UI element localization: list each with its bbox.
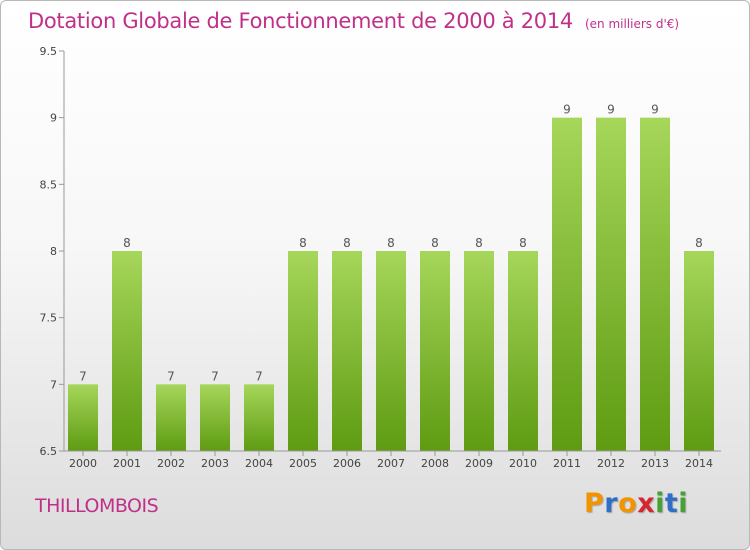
y-tick-label: 7.5 [40,312,58,325]
data-label: 7 [79,369,87,383]
logo-letter: t [664,488,679,519]
x-tick-label: 2003 [201,457,229,470]
bar [376,251,406,451]
y-tick-label: 6.5 [40,445,58,458]
x-tick-label: 2004 [245,457,273,470]
x-tick-label: 2014 [685,457,713,470]
y-tick-label: 9 [50,112,57,125]
bar [464,251,494,451]
logo-letter: i [678,488,689,519]
data-label: 8 [299,236,307,250]
bar [640,117,670,452]
bar [552,117,582,452]
data-label: 8 [123,236,131,250]
y-tick-label: 9.5 [40,45,58,58]
logo-letter: o [618,488,638,519]
data-label: 8 [475,236,483,250]
x-tick-label: 2001 [113,457,141,470]
bar [156,384,186,451]
data-label: 7 [255,369,263,383]
x-tick-label: 2008 [421,457,449,470]
bar [112,251,142,451]
data-label: 7 [167,369,175,383]
bars [68,117,714,452]
bar [200,384,230,451]
bar [244,384,274,451]
x-tick-label: 2000 [69,457,97,470]
commune-name: THILLOMBOIS [35,495,159,517]
x-tick-label: 2012 [597,457,625,470]
logo-letter: x [637,488,656,519]
data-label: 8 [387,236,395,250]
x-tick-label: 2005 [289,457,317,470]
data-label: 8 [519,236,527,250]
bar [332,251,362,451]
x-tick-label: 2002 [157,457,185,470]
x-tick-label: 2011 [553,457,581,470]
chart-subtitle: (en milliers d'€) [584,17,680,31]
x-tick-label: 2007 [377,457,405,470]
x-tick-label: 2006 [333,457,361,470]
bar [684,251,714,451]
data-label: 9 [607,103,615,117]
bar [508,251,538,451]
data-label: 9 [651,103,659,117]
logo-letter: P [584,488,605,519]
bar [68,384,98,451]
x-tick-label: 2010 [509,457,537,470]
y-axis: 6.5 7 7.5 8 8.5 9 9.5 [40,45,65,458]
data-label: 8 [695,236,703,250]
data-labels: 7 8 7 7 7 8 8 8 8 8 8 9 9 9 8 [79,103,703,384]
data-label: 7 [211,369,219,383]
proxiti-logo: Proxiti [584,488,688,519]
x-tick-label: 2013 [641,457,669,470]
data-label: 8 [431,236,439,250]
bar [420,251,450,451]
y-tick-label: 8.5 [40,178,58,191]
logo-letter: r [604,488,619,519]
chart-title: Dotation Globale de Fonctionnement de 20… [28,9,680,33]
x-axis: 2000 2001 2002 2003 2004 2005 2006 2007 2008 2009… [64,450,721,470]
logo-letter: i [655,488,665,519]
bar [596,117,626,452]
data-label: 9 [563,103,571,117]
data-label: 8 [343,236,351,250]
bar [288,251,318,451]
x-tick-label: 2009 [465,457,493,470]
y-tick-label: 7 [50,378,57,391]
y-tick-label: 8 [50,245,57,258]
